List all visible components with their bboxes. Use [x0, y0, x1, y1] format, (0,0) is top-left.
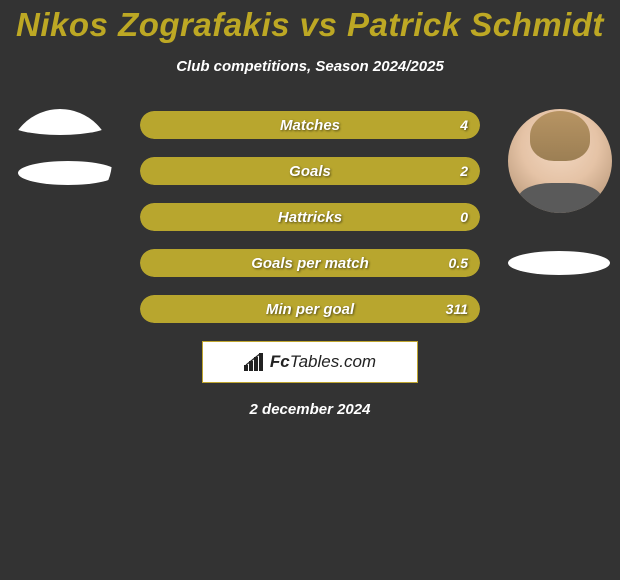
- stat-bar: Goals per match0.5: [140, 249, 480, 277]
- stat-label: Min per goal: [140, 295, 480, 323]
- avatar-shadow-shape: [508, 251, 610, 275]
- stat-label: Goals per match: [140, 249, 480, 277]
- bar-chart-icon: [244, 353, 266, 371]
- brand-text: FcTables.com: [270, 352, 376, 372]
- page-title: Nikos Zografakis vs Patrick Schmidt: [0, 0, 620, 44]
- player-right-avatar: [508, 109, 612, 213]
- stat-value-right: 4: [460, 111, 468, 139]
- stat-label: Hattricks: [140, 203, 480, 231]
- brand-suffix: .com: [339, 352, 376, 371]
- avatar-placeholder-shape: [8, 109, 112, 135]
- subtitle: Club competitions, Season 2024/2025: [0, 58, 620, 75]
- stats-bars: Matches4Goals2Hattricks0Goals per match0…: [140, 111, 480, 341]
- stat-label: Goals: [140, 157, 480, 185]
- stat-value-right: 311: [446, 295, 468, 323]
- stat-bar: Goals2: [140, 157, 480, 185]
- stat-bar: Matches4: [140, 111, 480, 139]
- player-left-avatar: [8, 109, 112, 213]
- brand-logo[interactable]: FcTables.com: [202, 341, 418, 383]
- stat-value-right: 2: [460, 157, 468, 185]
- stat-value-right: 0.5: [449, 249, 468, 277]
- avatar-placeholder-shape: [18, 161, 112, 185]
- stat-value-right: 0: [460, 203, 468, 231]
- date-label: 2 december 2024: [0, 401, 620, 418]
- brand-main: Tables: [290, 352, 339, 371]
- stat-bar: Min per goal311: [140, 295, 480, 323]
- stat-bar: Hattricks0: [140, 203, 480, 231]
- brand-prefix: Fc: [270, 352, 290, 371]
- stat-label: Matches: [140, 111, 480, 139]
